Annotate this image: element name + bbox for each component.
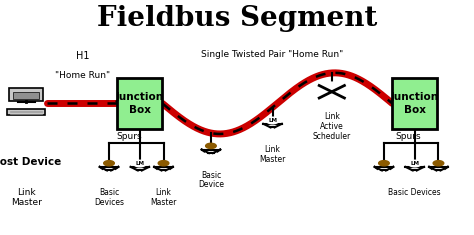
- Text: Link
Master: Link Master: [10, 188, 42, 208]
- Text: LM: LM: [268, 118, 277, 123]
- FancyBboxPatch shape: [13, 92, 39, 99]
- Text: Basic
Devices: Basic Devices: [94, 188, 124, 207]
- Circle shape: [433, 161, 444, 166]
- Text: LM: LM: [410, 161, 419, 166]
- Text: Fieldbus Segment: Fieldbus Segment: [97, 5, 377, 32]
- Circle shape: [409, 161, 421, 167]
- Circle shape: [104, 161, 114, 166]
- Text: Basic
Device: Basic Device: [198, 171, 224, 189]
- Circle shape: [314, 83, 350, 101]
- Text: H1: H1: [76, 51, 90, 61]
- FancyBboxPatch shape: [117, 78, 162, 129]
- FancyBboxPatch shape: [9, 88, 43, 101]
- Text: Single Twisted Pair "Home Run": Single Twisted Pair "Home Run": [201, 50, 344, 59]
- Circle shape: [266, 118, 279, 123]
- Circle shape: [158, 161, 169, 166]
- FancyBboxPatch shape: [7, 109, 45, 115]
- Text: Link
Active
Scheduler: Link Active Scheduler: [313, 112, 351, 141]
- Text: Junction
Box: Junction Box: [391, 92, 439, 115]
- Text: Host Device: Host Device: [0, 157, 61, 168]
- Text: Junction
Box: Junction Box: [116, 92, 164, 115]
- Text: Basic Devices: Basic Devices: [388, 188, 441, 197]
- Text: Spurs: Spurs: [116, 132, 142, 141]
- Circle shape: [206, 143, 216, 149]
- FancyBboxPatch shape: [392, 78, 437, 129]
- Text: "Home Run": "Home Run": [55, 71, 110, 80]
- Circle shape: [379, 161, 389, 166]
- Text: Link
Master: Link Master: [259, 145, 286, 164]
- Circle shape: [134, 161, 146, 167]
- Text: LM: LM: [136, 161, 144, 166]
- Text: Link
Master: Link Master: [150, 188, 177, 207]
- Text: Spurs: Spurs: [396, 132, 421, 141]
